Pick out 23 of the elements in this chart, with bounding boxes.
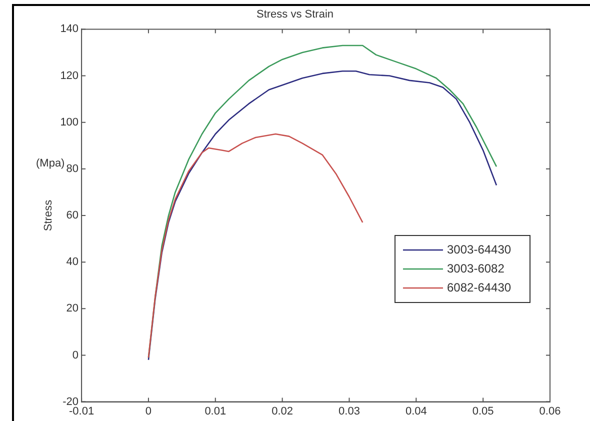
- x-tick-label: -0.01: [69, 405, 94, 418]
- legend-label: 3003-64430: [447, 242, 512, 256]
- y-tick-label: 40: [66, 256, 79, 268]
- x-tick-label: 0.06: [539, 405, 561, 418]
- x-tick-label: 0.01: [204, 405, 226, 418]
- legend-label: 6082-64430: [447, 280, 512, 294]
- x-tick-label: 0.02: [272, 405, 294, 418]
- y-tick-label: 20: [66, 302, 79, 315]
- y-tick-label: 100: [60, 116, 79, 128]
- x-tick-label: 0.03: [338, 405, 360, 418]
- y-tick-label: 120: [60, 70, 79, 82]
- y-axis-title: Stress: [42, 199, 55, 232]
- y-tick-label: 0: [72, 349, 79, 362]
- y-tick-label: 60: [66, 210, 79, 222]
- y-tick-label: 140: [60, 23, 79, 36]
- x-tick-label: 0.04: [405, 405, 427, 418]
- y-tick-label: -20: [62, 396, 79, 408]
- chart-title: Stress vs Strain: [256, 8, 334, 21]
- x-tick-label: 0.05: [472, 405, 494, 418]
- legend-label: 3003-6082: [447, 261, 505, 276]
- x-tick-label: 0: [145, 405, 152, 418]
- text: (Mpa): [36, 158, 65, 170]
- y-tick-label: 80: [66, 162, 79, 175]
